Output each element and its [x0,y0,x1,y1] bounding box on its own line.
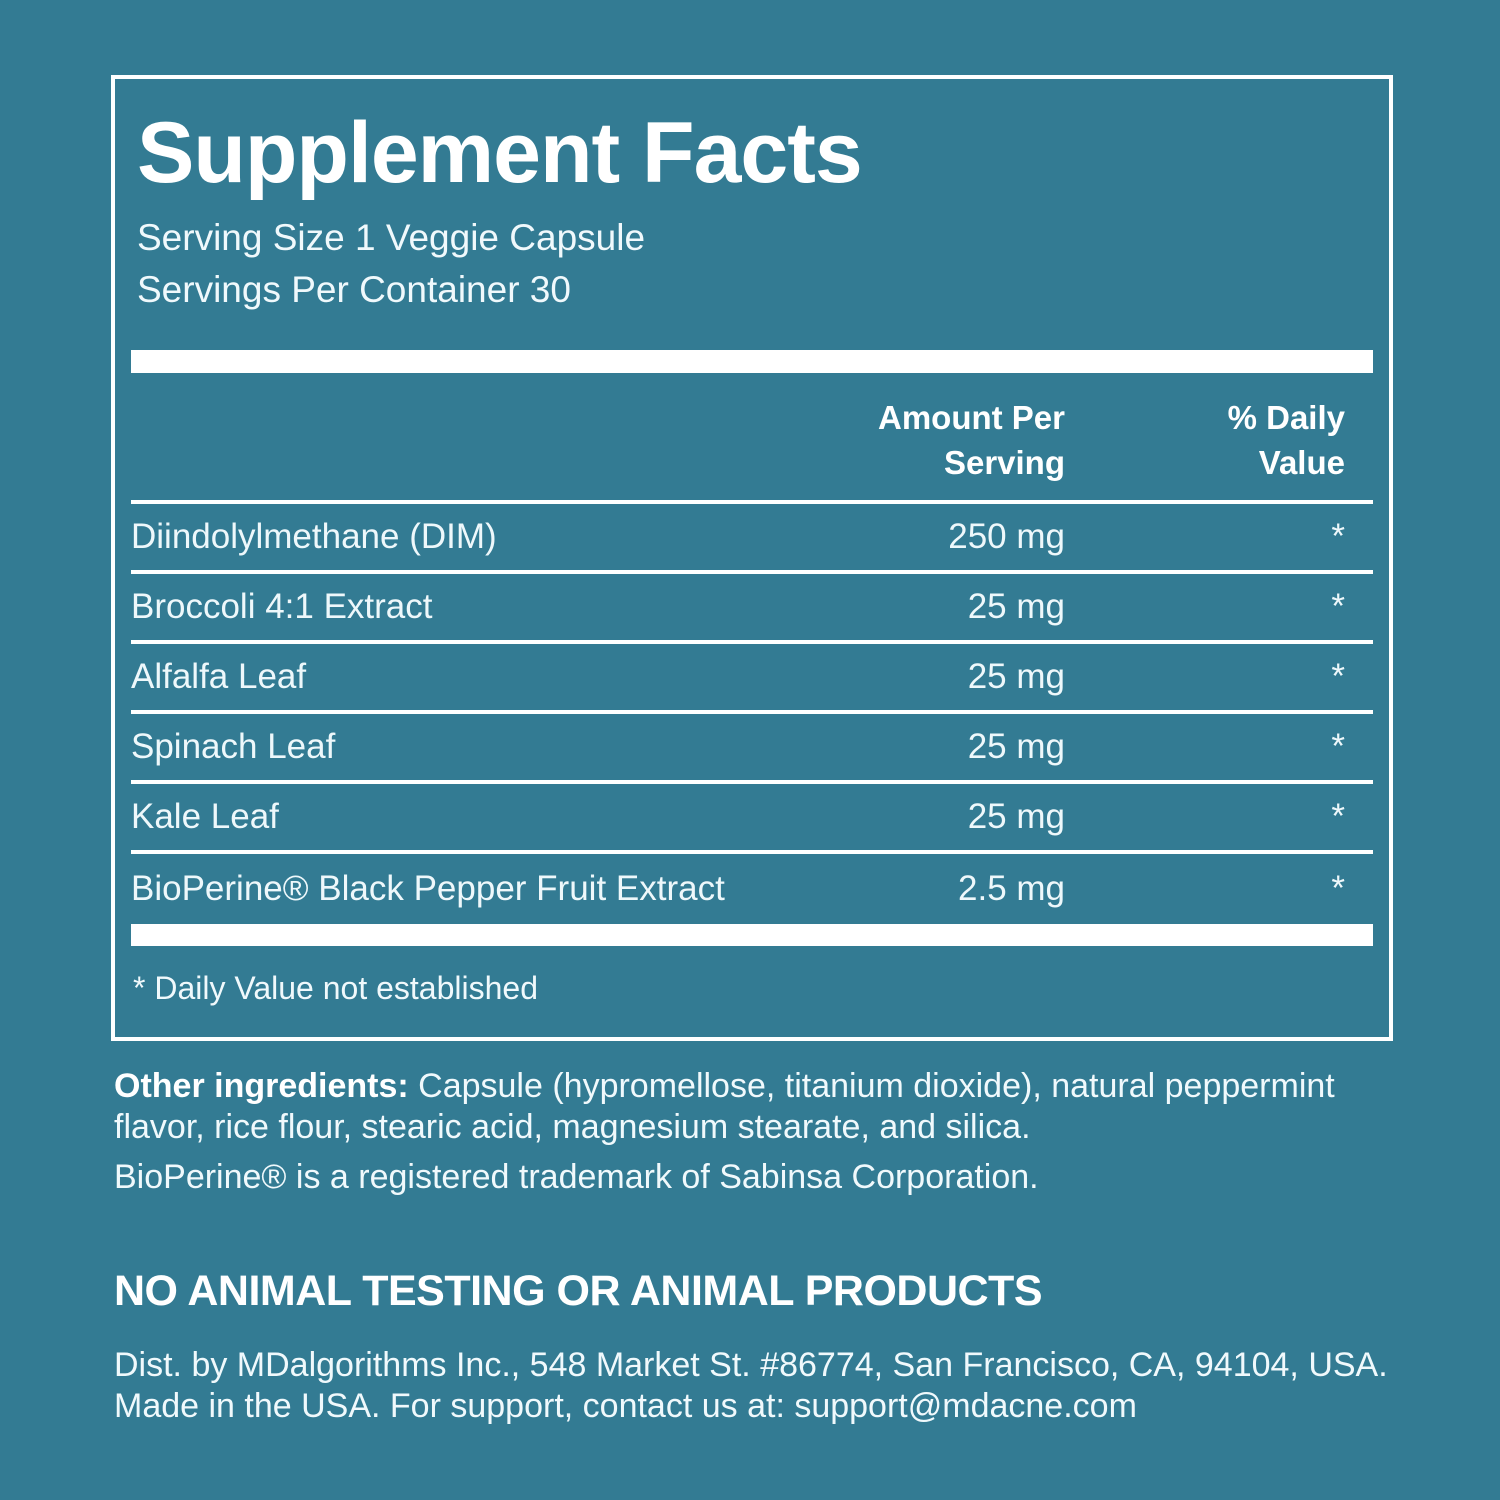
table-row: Alfalfa Leaf 25 mg * [131,644,1373,714]
ingredient-amount: 25 mg [967,797,1065,836]
daily-value-header: % Daily Value [1065,395,1373,485]
ingredient-amount: 2.5 mg [958,869,1065,908]
ingredient-column-spacer [131,395,745,485]
other-ingredients-paragraph: Other ingredients: Capsule (hypromellose… [114,1066,1382,1148]
ingredient-daily-value: * [1331,657,1345,696]
ingredient-daily-value: * [1331,797,1345,836]
divider-bar-top [131,350,1373,373]
distributor-address-line: Dist. by MDalgorithms Inc., 548 Market S… [114,1346,1388,1384]
supplement-facts-panel: Supplement Facts Serving Size 1 Veggie C… [111,75,1393,1041]
ingredient-name: Alfalfa Leaf [131,657,307,696]
distributor-info: Dist. by MDalgorithms Inc., 548 Market S… [114,1345,1394,1427]
ingredient-daily-value: * [1331,587,1345,626]
ingredient-name: Kale Leaf [131,797,279,836]
ingredient-name: Spinach Leaf [131,727,336,766]
ingredient-name: Diindolylmethane (DIM) [131,517,497,556]
other-ingredients-label: Other ingredients: [114,1067,409,1105]
ingredient-daily-value: * [1331,727,1345,766]
servings-per-container-line: Servings Per Container 30 [137,269,571,310]
daily-value-footnote: * Daily Value not established [133,970,538,1006]
header-rule [131,500,1373,504]
panel-title: Supplement Facts [137,105,863,201]
ingredient-amount: 25 mg [967,657,1065,696]
daily-value-header-line2: Value [1258,444,1345,481]
made-in-usa-support-line: Made in the USA. For support, contact us… [114,1387,1137,1425]
serving-size-line: Serving Size 1 Veggie Capsule [137,217,646,258]
table-row: Kale Leaf 25 mg * [131,784,1373,854]
label-lower-section: Other ingredients: Capsule (hypromellose… [114,1066,1394,1427]
table-row: Spinach Leaf 25 mg * [131,714,1373,784]
ingredient-amount: 25 mg [967,587,1065,626]
ingredient-name: BioPerine® Black Pepper Fruit Extract [131,869,725,908]
divider-bar-bottom [131,924,1373,946]
table-row: Broccoli 4:1 Extract 25 mg * [131,574,1373,644]
ingredient-daily-value: * [1331,869,1345,908]
amount-per-serving-header: Amount Per Serving [745,395,1065,485]
table-header-row: Amount Per Serving % Daily Value [131,395,1373,485]
table-row: Diindolylmethane (DIM) 250 mg * [131,504,1373,574]
no-animal-testing-statement: NO ANIMAL TESTING OR ANIMAL PRODUCTS [114,1267,1043,1315]
daily-value-header-line1: % Daily [1227,399,1345,436]
amount-header-line2: Serving [943,444,1065,481]
table-row: BioPerine® Black Pepper Fruit Extract 2.… [131,854,1373,924]
serving-info: Serving Size 1 Veggie Capsule Servings P… [137,212,1373,316]
other-ingredients-text: Capsule (hypromellose, titanium dioxide)… [114,1067,1335,1146]
amount-header-line1: Amount Per [877,399,1065,436]
ingredient-amount: 250 mg [948,517,1065,556]
ingredient-daily-value: * [1331,517,1345,556]
ingredient-name: Broccoli 4:1 Extract [131,587,433,626]
ingredient-amount: 25 mg [967,727,1065,766]
bioperine-trademark-note: BioPerine® is a registered trademark of … [114,1158,1039,1196]
